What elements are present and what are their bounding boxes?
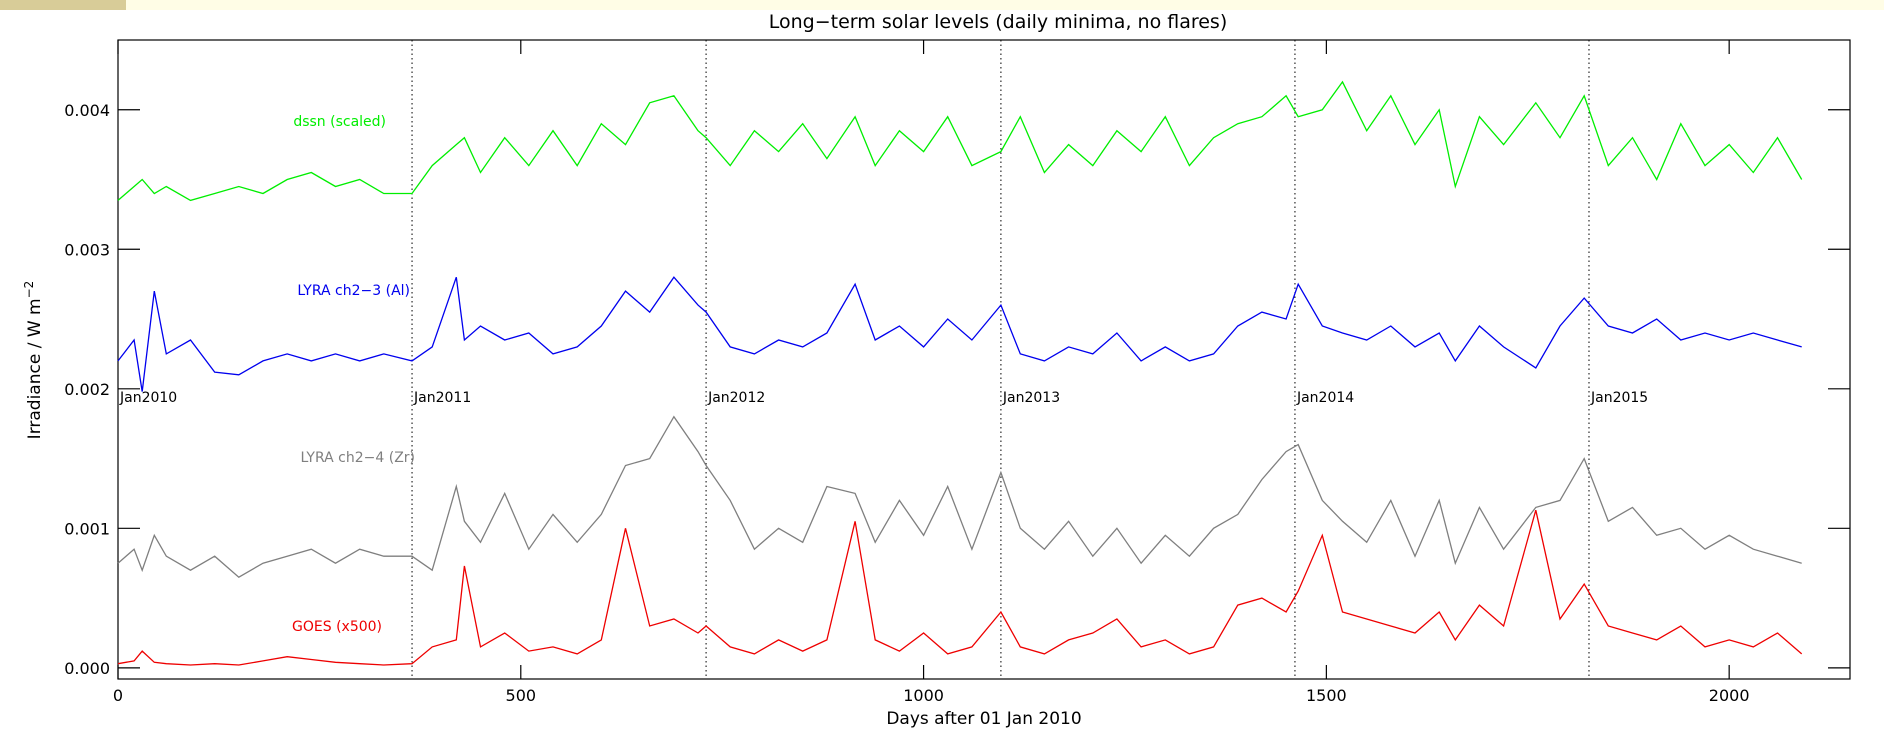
series-line	[117, 510, 1803, 666]
y-axis-title-sup: −2	[22, 281, 36, 299]
series-label: LYRA ch2−3 (Al)	[297, 283, 410, 299]
y-axis-title: Irradiance / W m−2	[22, 281, 45, 440]
y-tick-label: 0.002	[64, 380, 110, 399]
top-strip	[0, 0, 1884, 10]
series-line	[117, 276, 1802, 392]
top-strip-tab	[0, 0, 126, 10]
x-tick-label: 1000	[903, 686, 944, 705]
series-label: LYRA ch2−4 (Zr)	[300, 450, 415, 466]
x-tick-label: 1500	[1306, 686, 1347, 705]
year-marker-label: Jan2012	[707, 390, 765, 406]
x-tick-label: 500	[506, 686, 537, 705]
series-line	[117, 80, 1803, 202]
year-marker-label: Jan2015	[1590, 390, 1648, 406]
year-marker-label: Jan2013	[1002, 390, 1060, 406]
y-axis-title-main: Irradiance / W m	[25, 298, 45, 439]
x-tick-label: 0	[113, 686, 123, 705]
chart-title: Long−term solar levels (daily minima, no…	[769, 11, 1228, 33]
year-marker-label: Jan2010	[119, 390, 177, 406]
series-label: GOES (x500)	[292, 619, 382, 635]
series-line	[117, 415, 1802, 578]
year-marker-label: Jan2014	[1296, 390, 1354, 406]
plot-frame	[117, 39, 1851, 680]
x-axis-title: Days after 01 Jan 2010	[886, 709, 1081, 729]
year-marker-label: Jan2011	[413, 390, 471, 406]
y-tick-label: 0.001	[64, 519, 110, 538]
x-tick-label: 2000	[1709, 686, 1750, 705]
series-label: dssn (scaled)	[293, 114, 386, 130]
y-tick-label: 0.003	[64, 240, 110, 259]
y-tick-label: 0.004	[64, 101, 110, 120]
y-tick-label: 0.000	[64, 659, 110, 678]
